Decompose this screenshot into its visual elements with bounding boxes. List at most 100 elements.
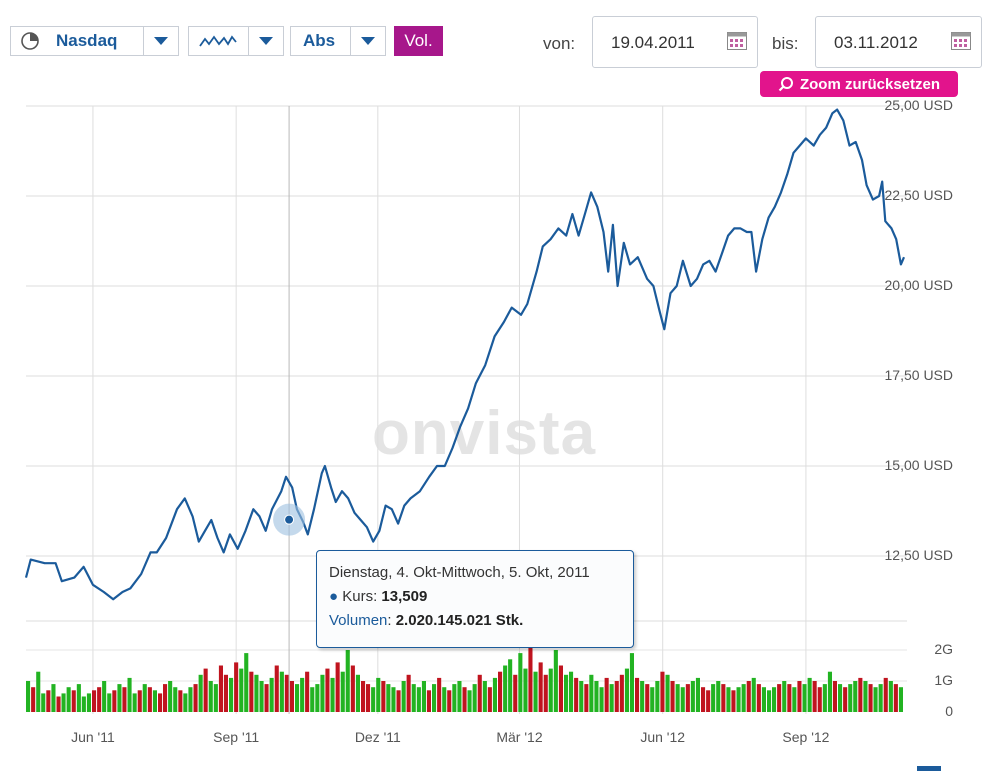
volume-bar [777,684,782,712]
chart-tooltip: Dienstag, 4. Okt-Mittwoch, 5. Okt, 2011 … [316,550,634,648]
volume-bar [832,681,837,712]
volume-bar [447,690,452,712]
volume-bar [843,687,848,712]
volume-bar [898,687,903,712]
volume-bar [264,684,269,712]
tooltip-volume: Volumen: 2.020.145.021 Stk. [329,612,524,629]
x-tick-label: Mär '12 [496,729,543,745]
volume-bar [218,665,223,712]
volume-bar [269,677,274,712]
volume-bar [163,684,168,712]
volume-bar [543,674,548,712]
from-date-field[interactable]: 19.04.2011 [592,16,758,68]
volume-bar [284,674,289,712]
volume-bar [315,684,320,712]
x-tick-label: Jun '11 [71,729,115,745]
volume-bar [355,674,360,712]
volume-bar [787,684,792,712]
price-line [24,108,906,601]
calendar-icon[interactable] [727,32,747,50]
volume-bar [421,681,426,712]
volume-bar [86,693,91,712]
volume-bar [782,681,787,712]
volume-tick-label: 1G [934,672,953,688]
zoom-reset-button[interactable]: Zoom zurücksetzen [760,71,958,97]
watermark-logo: onvista [372,399,597,468]
volume-bar [609,684,614,712]
volume-bar [528,646,533,712]
volume-bar [589,674,594,712]
volume-bar [289,681,294,712]
volume-bar [406,674,411,712]
tooltip-kurs-value: 13,509 [381,588,428,605]
exchange-select[interactable]: Nasdaq [10,26,179,56]
volume-bar [711,684,716,712]
scale-mode-select[interactable]: Abs [290,26,386,56]
volume-bar [756,684,761,712]
volume-bar [685,684,690,712]
tooltip-date: Dienstag, 4. Okt-Mittwoch, 5. Okt, 2011 [329,564,590,581]
volume-bar [817,687,822,712]
volume-bar [472,684,477,712]
volume-bar [117,684,122,712]
from-date-value: 19.04.2011 [611,33,695,52]
volume-bar [152,690,157,712]
volume-bar [183,693,188,712]
volume-bar [569,671,574,712]
volume-bar [802,684,807,712]
volume-bar [853,681,858,712]
volume-bar [56,696,61,712]
volume-bar [203,668,208,712]
scale-mode-value: Abs [303,31,336,50]
volume-bar [594,681,599,712]
volume-bar [822,684,827,712]
volume-bar [300,677,305,712]
volume-bar [741,684,746,712]
volume-bar [558,665,563,712]
volume-bar [254,674,259,712]
volume-bar [462,687,467,712]
volume-bar [122,687,127,712]
volume-bar [736,687,741,712]
volume-bar [574,677,579,712]
volume-bar [345,650,350,712]
chevron-down-icon[interactable] [350,27,385,55]
chart-type-select[interactable] [188,26,284,56]
volume-bar [670,681,675,712]
volume-bar [838,684,843,712]
volume-bar [391,687,396,712]
volume-bar [858,677,863,712]
volume-bar [41,693,46,712]
volume-bar [731,690,736,712]
calendar-icon[interactable] [951,32,971,50]
y-tick-label: 15,00 USD [884,457,953,473]
volume-bar [695,677,700,712]
volume-bar [51,684,56,712]
zoom-reset-label: Zoom zurücksetzen [799,75,941,93]
volume-bar [680,687,685,712]
volume-bar [721,684,726,712]
volume-bar [675,684,680,712]
volume-bar [371,687,376,712]
volume-bar [716,681,721,712]
to-date-field[interactable]: 03.11.2012 [815,16,982,68]
volume-bar [868,684,873,712]
volume-bar [873,687,878,712]
volume-bar [401,681,406,712]
chevron-down-icon[interactable] [248,27,283,55]
volume-bar [147,687,152,712]
volume-bar [127,677,132,712]
volume-bar [335,662,340,712]
volume-bar [320,674,325,712]
volume-bar [457,681,462,712]
volume-bar [863,681,868,712]
volume-bar [548,668,553,712]
volume-bar [629,653,634,712]
volume-bar [178,690,183,712]
volume-bar [188,687,193,712]
y-tick-label: 12,50 USD [884,547,953,563]
volume-bar [660,671,665,712]
volume-toggle-button[interactable]: Vol. [394,26,443,56]
chevron-down-icon[interactable] [143,27,178,55]
